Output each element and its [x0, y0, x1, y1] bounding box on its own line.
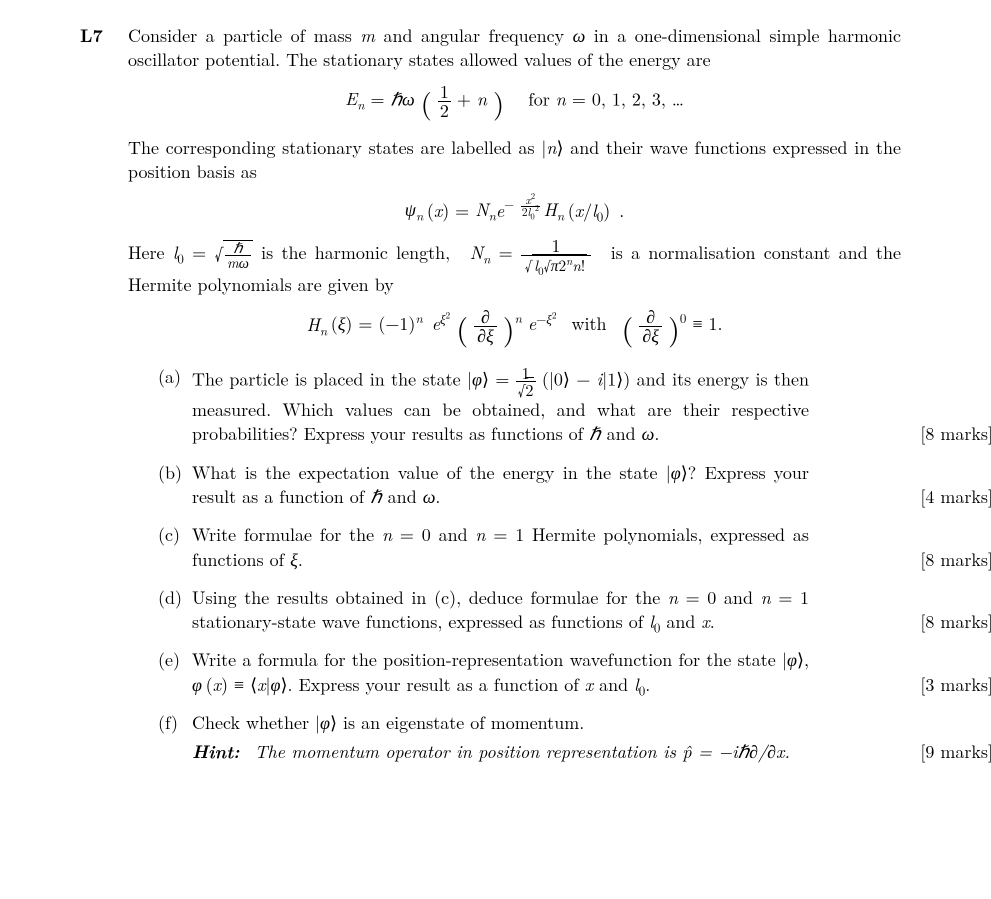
part-f: (f) Check whether |φ⟩ is an eigenstate o…: [158, 711, 901, 765]
marks-badge: [8 marks]: [905, 422, 991, 446]
part-label: (b): [158, 461, 192, 485]
part-label: (c): [158, 523, 192, 547]
part-label: (f): [158, 711, 192, 735]
page: L7 Consider a particle of mass m and ang…: [0, 0, 991, 899]
intro-paragraph-3: Here l0 = √ℏmω is the harmonic length, N…: [128, 237, 901, 298]
part-text: Write formulae for the n = 0 and n = 1 H…: [192, 523, 901, 572]
parts-list: (a) The particle is placed in the state …: [128, 365, 901, 765]
hint-label: Hint:: [192, 737, 240, 764]
part-label: (d): [158, 586, 192, 610]
intro-paragraph-1: Consider a particle of mass m and angula…: [128, 24, 901, 73]
part-text: What is the expectation value of the ene…: [192, 461, 901, 510]
intro-paragraph-2: The corresponding stationary states are …: [128, 136, 901, 185]
part-a: (a) The particle is placed in the state …: [158, 365, 901, 447]
part-c: (c) Write formulae for the n = 0 and n =…: [158, 523, 901, 572]
equation-energy-levels: En = ℏω ( 1 2 + n ) for n = 0, 1, 2, 3, …: [128, 83, 901, 122]
hint-text: The momentum operator in position repres…: [255, 739, 790, 764]
problem-l7: L7 Consider a particle of mass m and ang…: [80, 24, 901, 779]
part-text: Check whether |φ⟩ is an eigenstate of mo…: [192, 711, 901, 765]
marks-badge: [8 marks]: [905, 548, 991, 572]
problem-body: Consider a particle of mass m and angula…: [128, 24, 901, 779]
part-text: Using the results obtained in (c), deduc…: [192, 586, 901, 635]
part-label: (a): [158, 365, 192, 389]
equation-hermite-definition: Hn (ξ) = (−1)n eξ2 ( ∂ ∂ξ )n e−ξ2 with (…: [128, 307, 901, 348]
part-b: (b) What is the expectation value of the…: [158, 461, 901, 510]
marks-badge: [3 marks]: [905, 673, 991, 697]
marks-badge: [9 marks]: [905, 740, 991, 764]
equation-wavefunction: ψn (x) = Nne− x22l02 Hn (x/l0) .: [128, 195, 901, 223]
part-text: The particle is placed in the state |φ⟩ …: [192, 365, 901, 447]
part-d: (d) Using the results obtained in (c), d…: [158, 586, 901, 635]
part-text: Write a formula for the position-represe…: [192, 648, 901, 697]
part-e: (e) Write a formula for the position-rep…: [158, 648, 901, 697]
problem-label: L7: [80, 24, 128, 48]
marks-badge: [8 marks]: [905, 610, 991, 634]
part-label: (e): [158, 648, 192, 672]
marks-badge: [4 marks]: [905, 485, 991, 509]
